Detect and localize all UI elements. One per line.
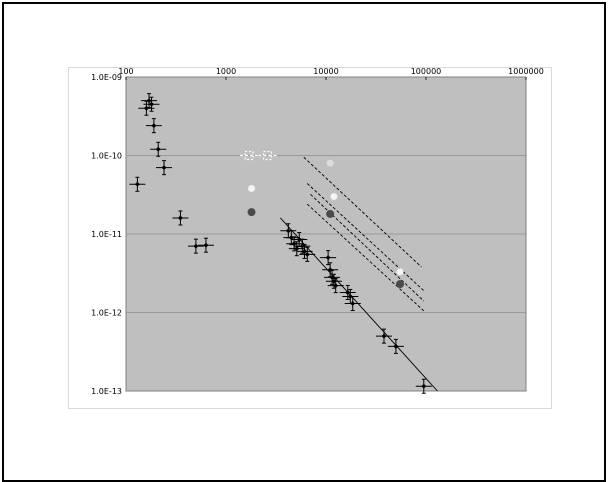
data-point (330, 193, 338, 201)
y-tick-labels: 1.0E-09 1.0E-10 1.0E-11 1.0E-12 1.0E-13 (91, 73, 122, 396)
data-point (347, 293, 353, 299)
data-point (291, 241, 297, 247)
data-point (193, 243, 199, 249)
data-point (325, 255, 331, 261)
dashed-trend-line (306, 203, 425, 312)
data-point (326, 209, 335, 218)
data-point (393, 343, 399, 349)
x-tick-label: 1000000 (508, 67, 544, 76)
data-point (151, 123, 157, 129)
dashed-trend-line (303, 156, 422, 268)
data-point (396, 268, 404, 276)
x-tick-label: 10000 (313, 67, 338, 76)
data-point (345, 289, 351, 295)
data-point (244, 150, 254, 161)
scatter-chart: 100 1000 10000 100000 1000000 1.0E-09 1.0E-10… (91, 67, 544, 396)
x-tick-label: 100 (118, 67, 133, 76)
data-point (350, 301, 356, 307)
x-tick-label: 1000 (216, 67, 236, 76)
data-point (143, 105, 149, 111)
dashed-trend-line (306, 183, 425, 291)
data-point (329, 274, 335, 280)
data-point (248, 184, 256, 192)
data-point (285, 228, 291, 234)
gridlines (126, 155, 526, 313)
data-point (177, 215, 183, 221)
y-tick-label: 1.0E-13 (91, 387, 122, 396)
data-point (331, 278, 337, 284)
data-point (294, 246, 300, 252)
data-point (421, 383, 427, 389)
y-tick-label: 1.0E-10 (91, 152, 122, 161)
data-point (327, 267, 333, 273)
data-point (146, 98, 152, 104)
data-points (129, 93, 432, 394)
data-point (396, 280, 405, 289)
data-point (161, 165, 167, 171)
x-tick-label: 100000 (411, 67, 442, 76)
data-point (302, 248, 308, 254)
data-point (134, 181, 140, 187)
data-point (304, 251, 310, 257)
fit-line (280, 217, 438, 392)
data-point (326, 159, 334, 167)
data-point (247, 208, 256, 217)
data-point (203, 242, 209, 248)
y-tick-label: 1.0E-12 (91, 309, 122, 318)
data-point (262, 150, 273, 161)
y-tick-label: 1.0E-11 (91, 230, 122, 239)
x-tick-labels: 100 1000 10000 100000 1000000 (118, 67, 544, 80)
data-point (296, 237, 302, 243)
data-point (155, 146, 161, 152)
data-point (333, 283, 339, 289)
y-tick-label: 1.0E-09 (91, 73, 122, 82)
data-point (381, 333, 387, 339)
data-point (149, 101, 155, 107)
